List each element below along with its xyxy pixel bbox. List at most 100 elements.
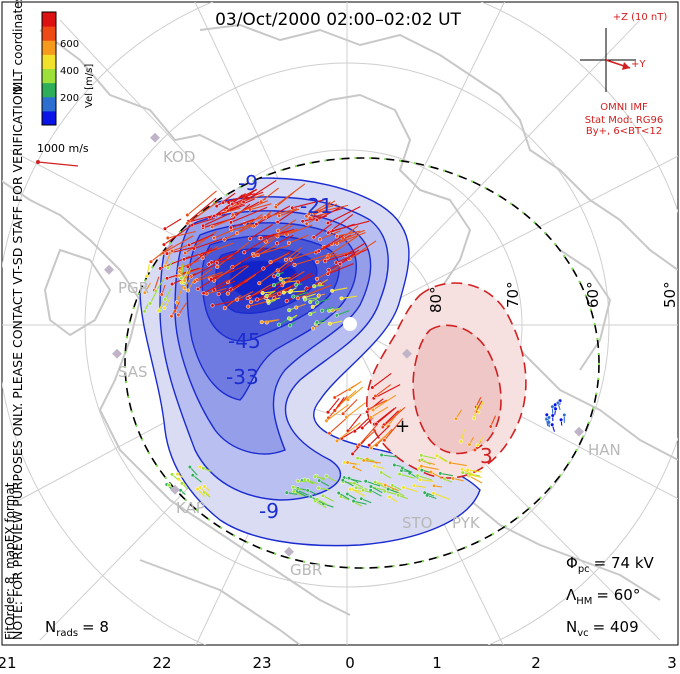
velocity-vector [253,244,290,257]
velocity-vector [372,394,397,411]
velocity-vector [279,208,300,217]
velocity-vector [192,217,215,226]
velocity-vector-origin [348,487,353,492]
velocity-vector-origin [325,220,330,226]
velocity-vector-origin [275,220,280,225]
velocity-vector [314,500,327,509]
velocity-vector [193,236,227,250]
velocity-vector-origin [383,483,388,488]
lat-label-50: 50° [661,281,679,308]
velocity-vector [236,291,254,301]
velocity-vector [294,489,307,497]
velocity-vector-origin [158,266,163,271]
velocity-vector-origin [295,296,300,301]
velocity-vector-origin [222,306,227,311]
velocity-vector-origin [371,407,376,412]
velocity-vector-origin [300,219,305,224]
mlt-label-23: 23 [252,654,271,672]
contour-label-neg45: -45 [228,329,261,353]
velocity-vector [385,484,400,492]
velocity-vector-origin [197,464,202,470]
velocity-vector [181,269,189,283]
imf-panel: +Z (10 nT) +Y OMNI IMF Stat Mod: RG96 By… [580,12,667,137]
velocity-vector-origin [176,477,181,482]
velocity-vector [188,197,217,222]
velocity-vector [265,208,298,218]
velocity-vector [187,190,217,216]
velocity-vector-origin [170,282,175,287]
velocity-vector-origin [163,297,168,302]
velocity-vector-origin [200,256,205,261]
velocity-vector-origin [555,400,561,405]
velocity-vector [288,234,309,244]
velocity-vector-origin [316,248,321,254]
velocity-vector [327,251,350,259]
velocity-vector-origin [156,308,161,313]
velocity-vector-origin [324,474,329,479]
velocity-vector-origin [417,477,422,482]
velocity-vector [331,287,348,292]
velocity-vector-origin [169,314,174,319]
velocity-vector [387,408,402,427]
velocity-vector [318,234,344,252]
velocity-vector [203,279,229,294]
velocity-vector-origin [263,215,268,220]
velocity-vector-origin [432,483,437,488]
velocity-vector [376,406,397,425]
station-sto: STO [402,514,433,532]
velocity-vector-origin [286,240,291,245]
velocity-vector-origin [338,261,343,266]
contour-label-neg9-top: -9 [238,171,258,195]
mlt-axis: 21 22 23 0 1 2 3 [0,654,677,672]
velocity-vector [342,225,359,239]
velocity-vector-origin [355,456,360,461]
velocity-vector-origin [317,237,323,242]
latitude-labels: 80° 70° 60° 50° [427,281,679,313]
velocity-vector [370,489,382,497]
velocity-vector [213,193,246,217]
velocity-vector-origin [359,496,364,501]
velocity-vector [421,465,439,470]
velocity-vector-origin [228,220,233,225]
velocity-vector [370,406,389,418]
velocity-vector-origin [401,485,406,490]
velocity-vector-origin [287,308,292,313]
velocity-vector-origin [361,488,366,493]
velocity-vector [230,218,255,229]
fit-statistics: Φpc = 74 kV ΛHM = 60° Nvc = 409 Nrads = 8 [45,554,655,639]
mlt-label-21: 21 [0,654,17,672]
velocity-vector-origin [245,296,250,301]
velocity-vector-origin [295,478,300,484]
velocity-vector-origin [247,236,252,241]
velocity-vector [164,252,172,267]
velocity-vector [349,380,362,391]
velocity-vector-origin [304,221,309,226]
velocity-vector-origin [165,276,170,281]
velocity-vector-origin [366,407,371,412]
velocity-vector [336,310,350,316]
velocity-vector [216,257,235,264]
imf-source: OMNI IMF [600,102,648,113]
velocity-vector [392,489,405,497]
velocity-vector [370,428,395,449]
velocity-vector [329,320,343,325]
velocity-vector-origin [275,272,281,277]
velocity-vector-origin [271,283,276,288]
velocity-vector-origin [272,274,277,279]
velocity-vector-origin [230,212,235,217]
velocity-vector [202,245,218,259]
velocity-vector-origin [182,286,187,291]
coords-label: MLT coordinates [11,0,25,92]
velocity-vector-origin [411,483,417,488]
velocity-vector-origin [310,326,316,331]
velocity-vector [310,207,345,219]
velocity-vector [276,234,294,244]
velocity-vector-origin [225,291,230,296]
velocity-vector-origin [434,453,439,458]
velocity-vector-origin [148,301,153,306]
velocity-vector-origin [334,438,340,443]
velocity-vector-origin [550,422,555,427]
velocity-vector [313,223,333,238]
velocity-vector-origin [169,248,175,254]
velocity-vector-origin [341,411,346,416]
